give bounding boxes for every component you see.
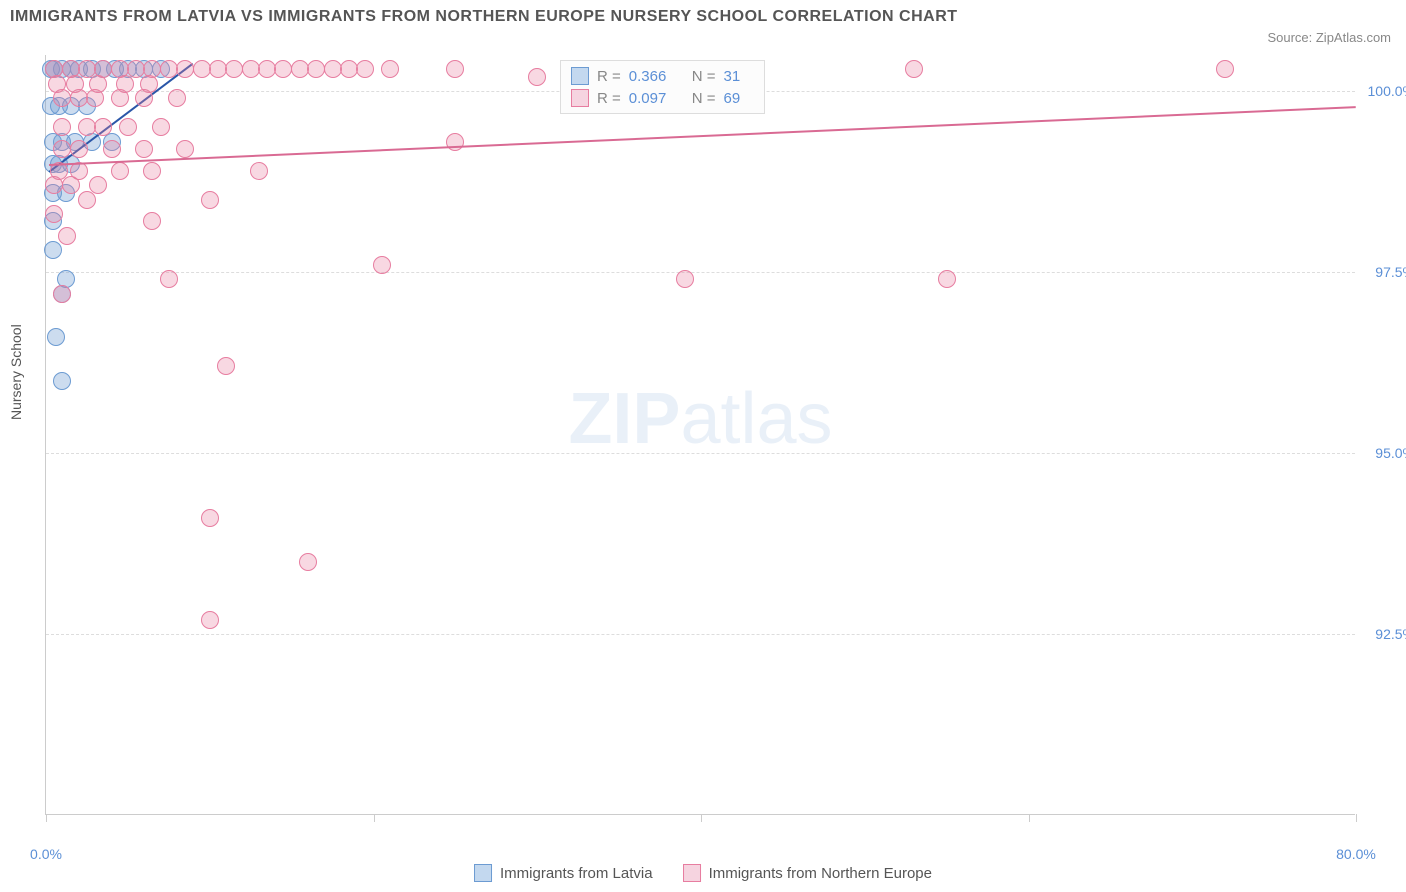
r-label: R = — [597, 68, 621, 85]
scatter-point — [119, 118, 137, 136]
scatter-point — [45, 205, 63, 223]
scatter-point — [381, 60, 399, 78]
scatter-point — [143, 162, 161, 180]
r-label: R = — [597, 90, 621, 107]
r-value: 0.097 — [629, 90, 684, 107]
scatter-point — [53, 285, 71, 303]
scatter-point — [78, 118, 96, 136]
scatter-point — [299, 553, 317, 571]
r-value: 0.366 — [629, 68, 684, 85]
legend-row: R = 0.097 N = 69 — [571, 87, 754, 109]
scatter-point — [45, 176, 63, 194]
scatter-point — [291, 60, 309, 78]
y-axis-label: Nursery School — [8, 324, 24, 420]
scatter-point — [676, 270, 694, 288]
gridline — [46, 453, 1355, 454]
scatter-point — [160, 270, 178, 288]
scatter-point — [89, 176, 107, 194]
bottom-legend-item: Immigrants from Latvia — [474, 864, 653, 882]
watermark: ZIPatlas — [568, 378, 832, 460]
legend-swatch — [571, 89, 589, 107]
scatter-point — [53, 118, 71, 136]
scatter-point — [193, 60, 211, 78]
x-tick — [46, 814, 47, 822]
scatter-point — [340, 60, 358, 78]
scatter-point — [160, 60, 178, 78]
y-tick-label: 100.0% — [1368, 83, 1406, 99]
legend-swatch — [571, 67, 589, 85]
x-tick — [374, 814, 375, 822]
x-tick-label: 0.0% — [30, 846, 62, 862]
scatter-point — [1216, 60, 1234, 78]
legend-swatch — [683, 864, 701, 882]
scatter-point — [48, 75, 66, 93]
x-tick — [1029, 814, 1030, 822]
scatter-point — [176, 60, 194, 78]
legend-row: R = 0.366 N = 31 — [571, 65, 754, 87]
n-value: 31 — [724, 68, 754, 85]
scatter-point — [53, 140, 71, 158]
scatter-point — [58, 227, 76, 245]
scatter-point — [66, 75, 84, 93]
scatter-point — [135, 140, 153, 158]
scatter-point — [905, 60, 923, 78]
scatter-point — [373, 256, 391, 274]
scatter-point — [94, 118, 112, 136]
scatter-point — [528, 68, 546, 86]
scatter-point — [168, 89, 186, 107]
gridline — [46, 634, 1355, 635]
legend-swatch — [474, 864, 492, 882]
scatter-point — [250, 162, 268, 180]
scatter-point — [938, 270, 956, 288]
bottom-legend-item: Immigrants from Northern Europe — [683, 864, 932, 882]
y-tick-label: 95.0% — [1375, 445, 1406, 461]
scatter-point — [356, 60, 374, 78]
scatter-point — [176, 140, 194, 158]
stats-legend: R = 0.366 N = 31 R = 0.097 N = 69 — [560, 60, 765, 114]
scatter-point — [116, 75, 134, 93]
scatter-point — [62, 176, 80, 194]
n-value: 69 — [724, 90, 754, 107]
scatter-point — [152, 118, 170, 136]
scatter-point — [258, 60, 276, 78]
scatter-point — [78, 191, 96, 209]
scatter-point — [44, 241, 62, 259]
scatter-point — [324, 60, 342, 78]
x-tick — [1356, 814, 1357, 822]
scatter-point — [201, 509, 219, 527]
series-name: Immigrants from Latvia — [500, 865, 653, 882]
source-label: Source: ZipAtlas.com — [1267, 30, 1391, 45]
scatter-point — [225, 60, 243, 78]
scatter-point — [70, 140, 88, 158]
scatter-point — [209, 60, 227, 78]
scatter-point — [201, 611, 219, 629]
scatter-point — [53, 372, 71, 390]
scatter-point — [242, 60, 260, 78]
plot-area: ZIPatlas 92.5%95.0%97.5%100.0%0.0%80.0% — [45, 55, 1355, 815]
y-tick-label: 97.5% — [1375, 264, 1406, 280]
gridline — [46, 272, 1355, 273]
watermark-atlas: atlas — [680, 379, 832, 459]
series-name: Immigrants from Northern Europe — [709, 865, 932, 882]
bottom-legend: Immigrants from Latvia Immigrants from No… — [474, 864, 932, 882]
scatter-point — [446, 60, 464, 78]
y-tick-label: 92.5% — [1375, 626, 1406, 642]
scatter-point — [307, 60, 325, 78]
scatter-point — [47, 328, 65, 346]
scatter-point — [111, 162, 129, 180]
n-label: N = — [692, 90, 716, 107]
scatter-point — [140, 75, 158, 93]
chart-title: IMMIGRANTS FROM LATVIA VS IMMIGRANTS FRO… — [10, 8, 958, 26]
x-tick — [701, 814, 702, 822]
scatter-point — [89, 75, 107, 93]
scatter-point — [143, 212, 161, 230]
scatter-point — [103, 140, 121, 158]
scatter-point — [201, 191, 219, 209]
scatter-point — [274, 60, 292, 78]
x-tick-label: 80.0% — [1336, 846, 1376, 862]
regression-line — [49, 106, 1356, 166]
watermark-zip: ZIP — [568, 379, 680, 459]
scatter-point — [217, 357, 235, 375]
n-label: N = — [692, 68, 716, 85]
